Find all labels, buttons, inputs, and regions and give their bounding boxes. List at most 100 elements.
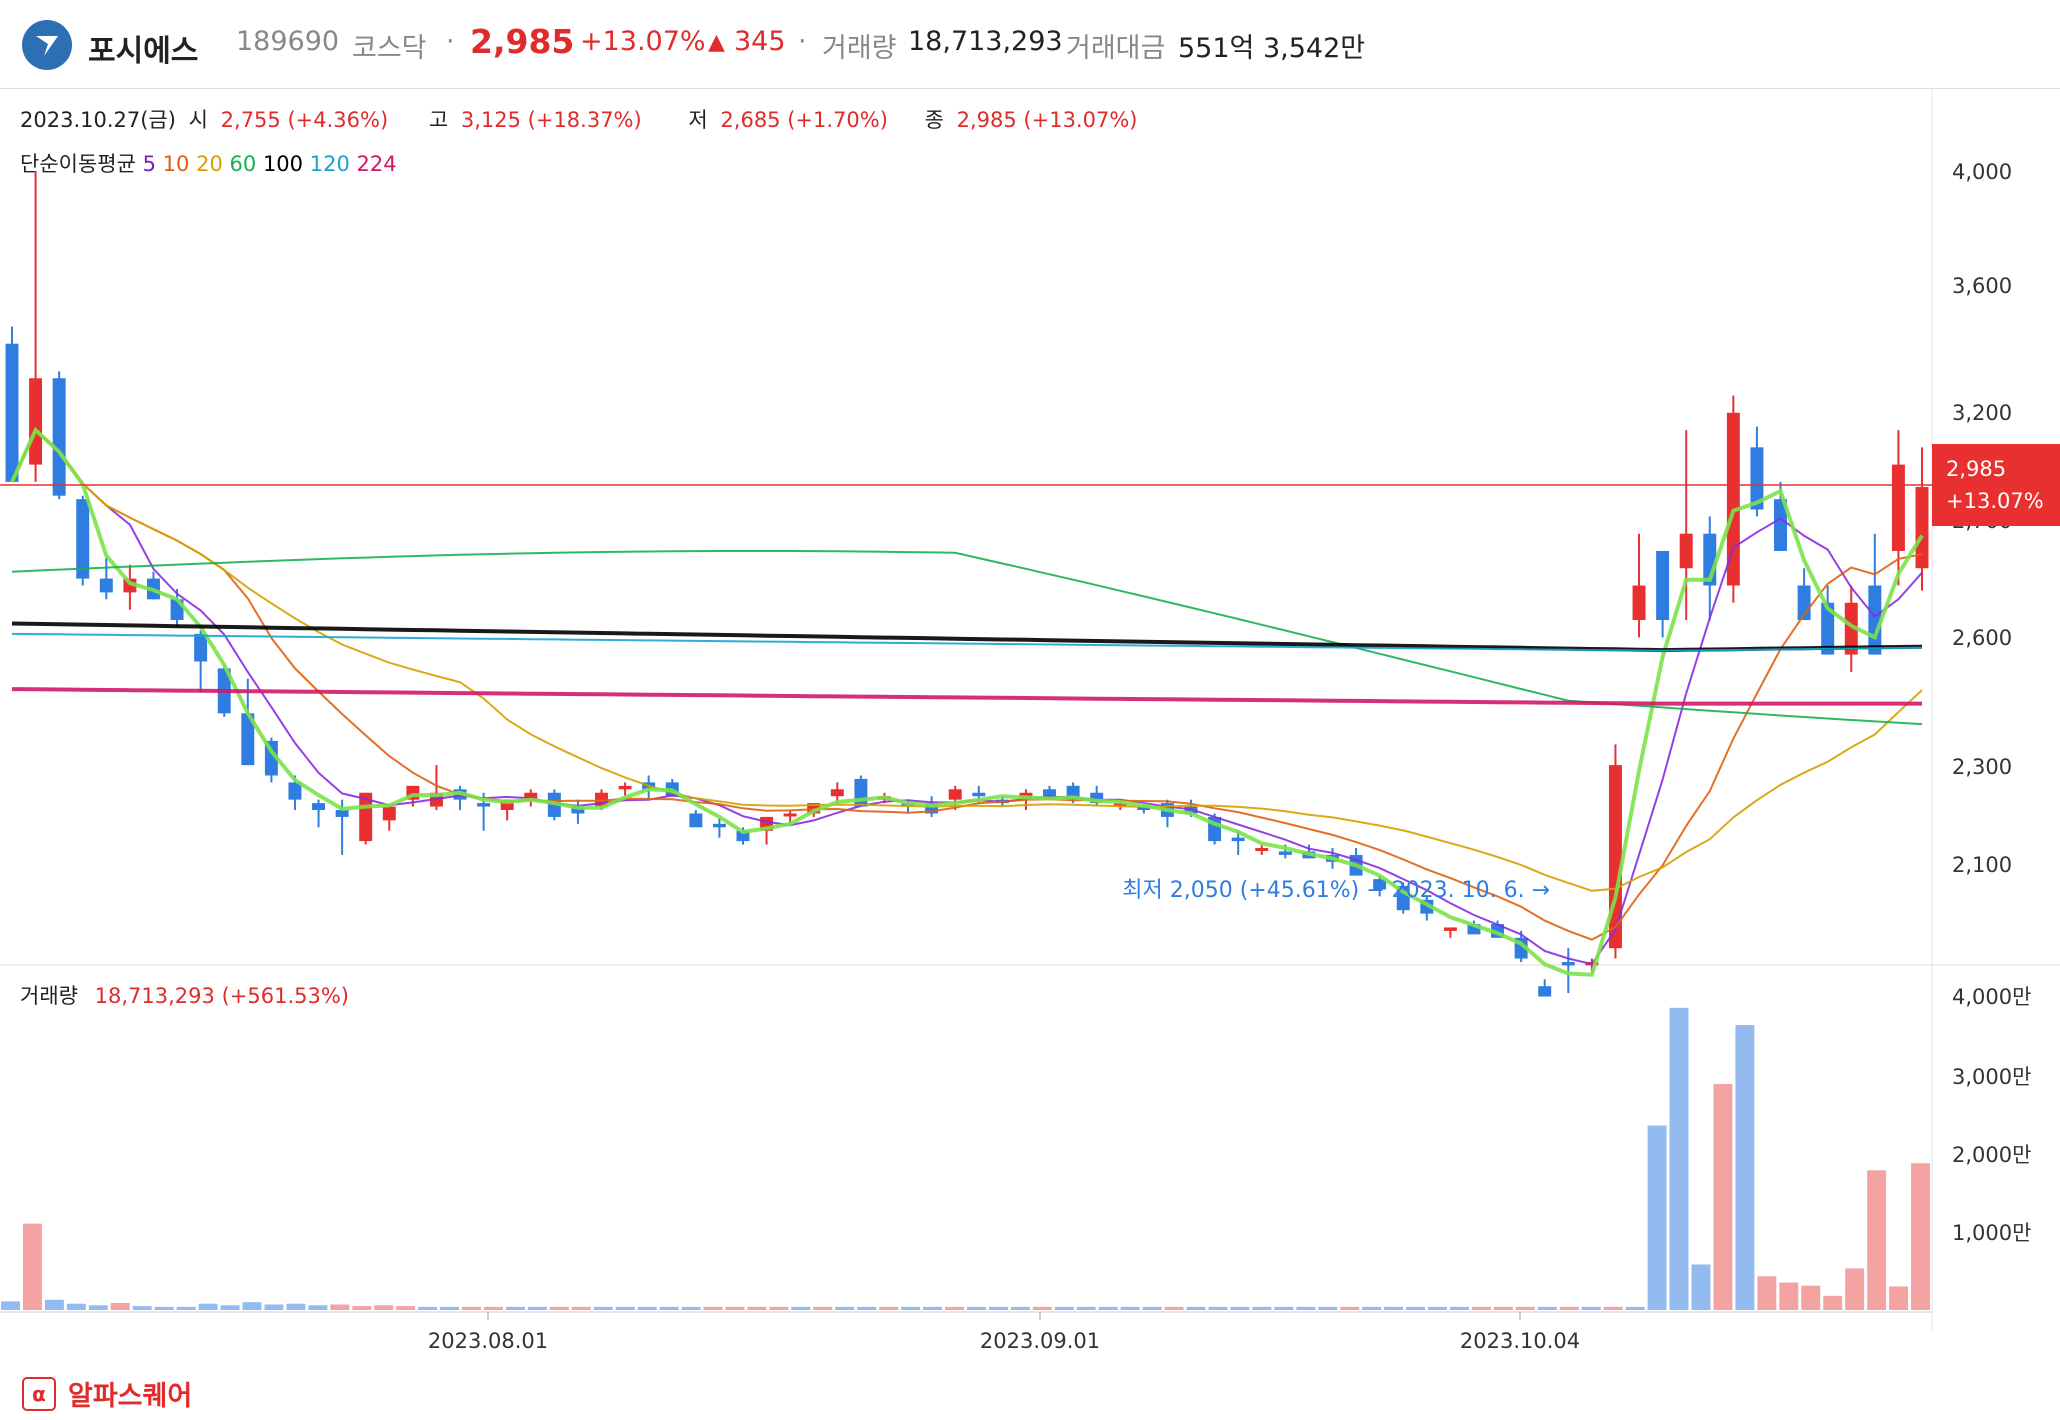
volume-bar [1340, 1306, 1360, 1310]
candle-body [99, 578, 113, 593]
volume-bar [1801, 1285, 1821, 1310]
volume-bar [725, 1306, 745, 1310]
candle-body [1915, 487, 1929, 569]
volume-bar [879, 1306, 899, 1310]
volume-bar [1537, 1306, 1557, 1310]
volume-bar [1867, 1170, 1887, 1310]
candle-body [689, 813, 703, 828]
price-tick-label: 2,300 [1952, 755, 2012, 779]
candle-body [76, 499, 90, 579]
volume-bar [1713, 1083, 1733, 1310]
volume-label: 거래량 [822, 33, 897, 64]
low-label: 저 [688, 108, 708, 132]
volume-bar [1120, 1306, 1140, 1310]
volume-bar [1186, 1306, 1206, 1310]
change-percent: +13.07% [580, 26, 706, 57]
volume-bar [659, 1306, 679, 1310]
volume-bar [1406, 1306, 1426, 1310]
candle-body [1137, 806, 1151, 811]
volume-bar [549, 1306, 569, 1310]
candle-body [1373, 879, 1387, 890]
volume-bar [1076, 1306, 1096, 1310]
volume-bar [901, 1306, 921, 1310]
volume-bar [1098, 1306, 1118, 1310]
candle-body [1632, 585, 1646, 621]
volume-bar [813, 1306, 833, 1310]
price-tag-percent: +13.07% [1946, 489, 2044, 513]
volume-bar [1471, 1306, 1491, 1310]
volume-bar [1274, 1306, 1294, 1310]
volume-bar [88, 1305, 108, 1310]
stock-name: 포시에스 [88, 34, 199, 69]
candle-body [1278, 851, 1292, 855]
volume-bar [1889, 1286, 1909, 1310]
ma-legend-item: 10 [162, 152, 190, 176]
candle-body [382, 806, 396, 821]
candle-body [1891, 464, 1905, 551]
volume-bar [1581, 1306, 1601, 1310]
change-amount: 345 [734, 26, 786, 57]
volume-bar [1164, 1306, 1184, 1310]
ma-legend-item: 120 [309, 152, 350, 176]
candle-body [1726, 412, 1740, 586]
price-tag-value: 2,985 [1946, 457, 2006, 481]
up-arrow-icon: ▲ [708, 30, 725, 55]
candle-body [1467, 924, 1481, 935]
ma-legend-item: 60 [229, 152, 257, 176]
volume-bar [1, 1301, 20, 1310]
ma-legend-item: 5 [142, 152, 156, 176]
volume-bar [1208, 1306, 1228, 1310]
high-value: 3,125 (+18.37%) [460, 108, 642, 132]
volume-bar [1362, 1306, 1382, 1310]
candle-body [288, 782, 302, 800]
volume-bar [1911, 1163, 1930, 1310]
volume-tick-label: 4,000만 [1952, 985, 2031, 1009]
volume-bar [1735, 1025, 1755, 1310]
volume-bar [1296, 1306, 1316, 1310]
volume-bar [44, 1299, 64, 1310]
volume-bar [1493, 1306, 1513, 1310]
volume-bar [527, 1306, 547, 1310]
volume-bar [1450, 1306, 1469, 1310]
volume-bar [769, 1306, 789, 1310]
candle-body [712, 823, 726, 828]
volume-bar [220, 1305, 240, 1310]
close-value: 2,985 (+13.07%) [956, 108, 1138, 132]
volume-bar [396, 1306, 416, 1310]
alpha-logo-icon: α [22, 1376, 56, 1411]
price-tick-label: 3,600 [1952, 274, 2012, 298]
candle-body [524, 792, 538, 800]
volume-bar [505, 1306, 525, 1310]
price-tick-label: 4,000 [1952, 160, 2012, 184]
volume-bar [1054, 1306, 1074, 1310]
volume-bar [352, 1306, 372, 1310]
volume-bar [615, 1306, 635, 1310]
volume-bar [66, 1303, 86, 1310]
candle-body [1090, 792, 1104, 804]
candle-body [830, 789, 844, 797]
volume-value: 18,713,293 [908, 26, 1063, 57]
alphasquare-brand[interactable]: α 알파스퀘어 [22, 1374, 192, 1413]
volume-bar [681, 1306, 701, 1310]
volume-bar [1757, 1276, 1777, 1310]
volume-legend-label: 거래량 [20, 984, 78, 1008]
candle-body [194, 633, 208, 662]
price-tick-label: 2,600 [1952, 626, 2012, 650]
volume-bar [835, 1306, 855, 1310]
volume-bar [747, 1306, 767, 1310]
volume-bar [1625, 1306, 1645, 1310]
candle-body [1255, 848, 1269, 852]
volume-bar [1823, 1295, 1843, 1310]
candle-body [477, 803, 491, 807]
ma-legend-label: 단순이동평균 [20, 152, 136, 176]
candle-body [571, 806, 585, 814]
candle-body [1656, 550, 1670, 621]
candle-body [5, 343, 19, 482]
volume-bar [1779, 1282, 1799, 1310]
separator-dot: · [446, 26, 455, 57]
moving-average-line [11, 687, 1922, 706]
candle-body [1043, 789, 1057, 800]
candle-body [1443, 927, 1457, 931]
trade-amount-value: 551억 3,542만 [1178, 33, 1366, 64]
